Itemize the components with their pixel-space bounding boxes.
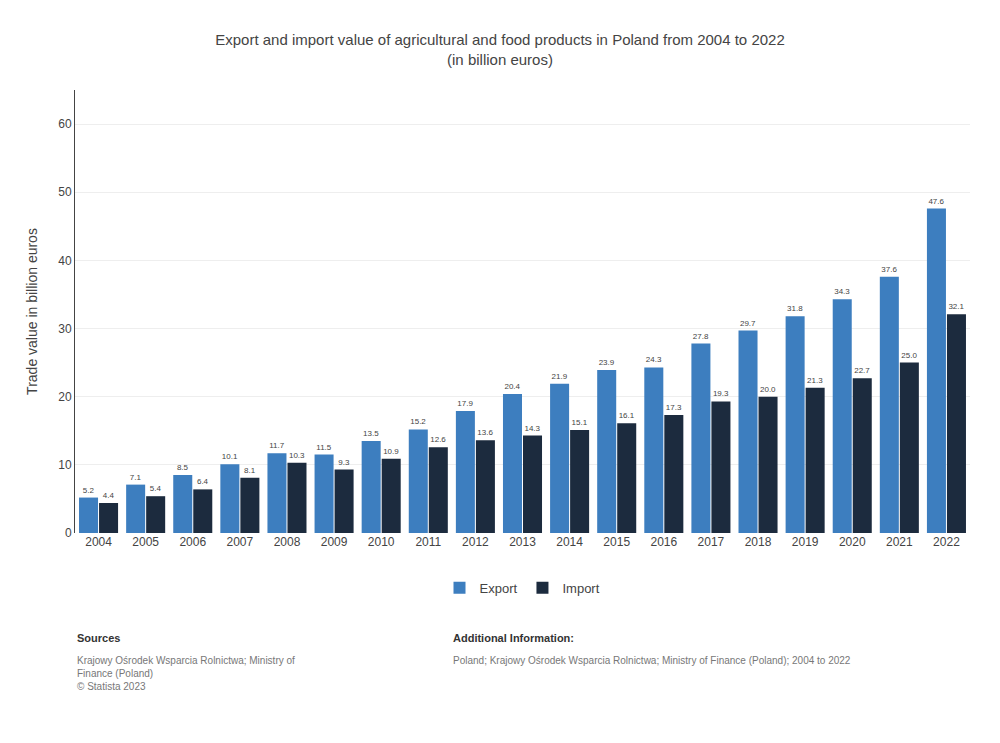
svg-text:12.6: 12.6 <box>430 435 446 444</box>
svg-text:2007: 2007 <box>227 535 254 549</box>
svg-text:2014: 2014 <box>556 535 583 549</box>
svg-text:Poland; Krajowy Ośrodek Wsparc: Poland; Krajowy Ośrodek Wsparcia Rolnict… <box>453 655 851 666</box>
svg-text:2012: 2012 <box>462 535 489 549</box>
svg-text:60: 60 <box>58 117 72 131</box>
svg-text:6.4: 6.4 <box>197 477 209 486</box>
svg-text:20.4: 20.4 <box>504 382 520 391</box>
svg-text:31.8: 31.8 <box>787 304 803 313</box>
svg-text:2006: 2006 <box>179 535 206 549</box>
svg-text:34.3: 34.3 <box>834 287 850 296</box>
svg-text:40: 40 <box>58 254 72 268</box>
svg-text:Additional Information:: Additional Information: <box>453 632 574 644</box>
svg-text:13.5: 13.5 <box>363 429 379 438</box>
svg-text:Sources: Sources <box>77 632 120 644</box>
svg-text:16.1: 16.1 <box>619 411 635 420</box>
svg-text:27.8: 27.8 <box>693 332 709 341</box>
svg-text:2017: 2017 <box>698 535 725 549</box>
svg-text:Trade value in billion euros: Trade value in billion euros <box>24 228 40 395</box>
svg-text:11.7: 11.7 <box>269 441 285 450</box>
svg-text:2021: 2021 <box>886 535 913 549</box>
svg-text:29.7: 29.7 <box>740 319 756 328</box>
svg-text:47.6: 47.6 <box>928 197 944 206</box>
svg-text:2005: 2005 <box>132 535 159 549</box>
svg-text:4.4: 4.4 <box>103 491 115 500</box>
svg-text:2009: 2009 <box>321 535 348 549</box>
svg-text:37.6: 37.6 <box>881 265 897 274</box>
svg-text:9.3: 9.3 <box>338 458 350 467</box>
svg-text:22.7: 22.7 <box>854 366 870 375</box>
svg-text:20: 20 <box>58 390 72 404</box>
svg-text:32.1: 32.1 <box>948 302 964 311</box>
svg-text:7.1: 7.1 <box>130 473 142 482</box>
svg-text:15.1: 15.1 <box>572 418 588 427</box>
svg-text:15.2: 15.2 <box>410 417 426 426</box>
svg-text:Krajowy Ośrodek Wsparcia Rolni: Krajowy Ośrodek Wsparcia Rolnictwa; Mini… <box>77 655 295 692</box>
svg-text:24.3: 24.3 <box>646 355 662 364</box>
svg-text:10.1: 10.1 <box>222 452 238 461</box>
svg-text:10.3: 10.3 <box>289 451 305 460</box>
svg-text:8.5: 8.5 <box>177 463 189 472</box>
svg-text:2015: 2015 <box>603 535 630 549</box>
svg-text:2010: 2010 <box>368 535 395 549</box>
svg-text:10.9: 10.9 <box>383 447 399 456</box>
svg-text:2011: 2011 <box>415 535 441 549</box>
svg-text:2020: 2020 <box>839 535 866 549</box>
svg-text:25.0: 25.0 <box>901 351 917 360</box>
svg-text:21.3: 21.3 <box>807 376 823 385</box>
svg-text:Import: Import <box>562 581 599 596</box>
svg-text:5.4: 5.4 <box>150 484 162 493</box>
svg-text:2018: 2018 <box>745 535 772 549</box>
svg-text:14.3: 14.3 <box>524 424 540 433</box>
svg-text:2016: 2016 <box>650 535 677 549</box>
svg-text:10: 10 <box>58 458 72 472</box>
svg-text:2008: 2008 <box>274 535 301 549</box>
svg-text:2019: 2019 <box>792 535 819 549</box>
svg-text:Export: Export <box>480 581 518 596</box>
svg-text:2022: 2022 <box>933 535 960 549</box>
svg-text:23.9: 23.9 <box>599 358 615 367</box>
svg-text:0: 0 <box>65 526 72 540</box>
svg-text:2013: 2013 <box>509 535 536 549</box>
svg-text:17.9: 17.9 <box>457 399 473 408</box>
svg-text:19.3: 19.3 <box>713 389 729 398</box>
svg-text:50: 50 <box>58 185 72 199</box>
svg-text:13.6: 13.6 <box>477 428 493 437</box>
svg-text:30: 30 <box>58 322 72 336</box>
svg-text:21.9: 21.9 <box>552 372 568 381</box>
svg-text:8.1: 8.1 <box>244 466 256 475</box>
svg-text:2004: 2004 <box>85 535 112 549</box>
svg-text:5.2: 5.2 <box>83 486 95 495</box>
svg-text:11.5: 11.5 <box>316 443 332 452</box>
svg-text:20.0: 20.0 <box>760 385 776 394</box>
svg-text:Export and import value of agr: Export and import value of agricultural … <box>215 31 785 68</box>
svg-text:17.3: 17.3 <box>666 403 682 412</box>
